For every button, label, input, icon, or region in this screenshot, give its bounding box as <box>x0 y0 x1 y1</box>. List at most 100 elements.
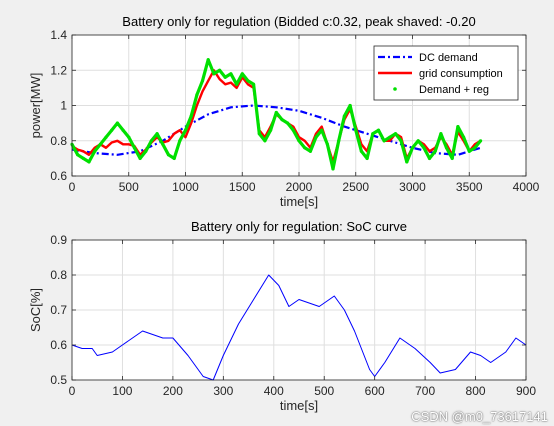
chart1-series-point <box>235 82 239 86</box>
chart1-series-point <box>121 128 125 132</box>
chart1-series-point <box>376 128 381 132</box>
chart1-series-point <box>325 142 329 146</box>
chart2-y-tick-label: 0.8 <box>50 268 67 282</box>
chart1-series-point <box>303 146 307 150</box>
chart1-series-point <box>348 103 352 108</box>
chart1-series-point <box>433 149 437 153</box>
chart1-legend-label: Demand + reg <box>419 84 489 96</box>
chart1-series-point <box>274 110 278 115</box>
chart1-title: Battery only for regulation (Bidded c:0.… <box>122 14 475 29</box>
chart1-series-point <box>399 139 403 143</box>
chart1-x-tick-label: 500 <box>119 180 139 194</box>
chart1-series-point <box>155 132 159 136</box>
chart1-series-point <box>331 167 335 171</box>
chart2-y-tick-label: 0.5 <box>50 373 67 387</box>
chart1-series-point <box>342 114 346 118</box>
chart1-series-point <box>405 160 409 164</box>
chart1-series-point <box>87 160 91 164</box>
chart2-series-line <box>71 274 527 381</box>
chart1-y-axis-label: power[MW] <box>28 73 43 139</box>
chart1-legend-label: grid consumption <box>419 68 503 80</box>
chart1-series-point <box>240 72 244 76</box>
chart1-series-point <box>172 156 176 160</box>
chart1-legend-label: DC demand <box>419 52 478 64</box>
chart1-series-point <box>308 149 312 153</box>
chart1-series-point <box>359 149 363 153</box>
chart2-x-tick-label: 900 <box>516 384 536 398</box>
chart2-x-tick-label: 600 <box>365 384 385 398</box>
watermark: CSDN @m0_73617141 <box>411 409 548 424</box>
chart1-series-point <box>297 139 301 143</box>
chart1-series-point <box>206 58 210 62</box>
chart1-series-point <box>200 79 205 83</box>
chart1-y-tick-label: 1 <box>60 99 67 113</box>
chart1-series-point <box>416 139 420 143</box>
chart1-series-point <box>166 153 171 157</box>
chart1-series-point <box>218 68 222 72</box>
chart1-series-point <box>178 139 182 143</box>
chart1-y-tick-label: 1.4 <box>50 28 67 42</box>
chart1-series-point <box>286 121 290 125</box>
chart1-series-point <box>456 125 460 129</box>
chart1-series-point <box>365 156 369 160</box>
chart1-series-point <box>195 93 199 97</box>
chart1-series-point <box>467 149 471 153</box>
chart1-series-point <box>427 156 432 160</box>
chart1-series-point <box>127 135 131 139</box>
chart1-series-point <box>337 139 341 143</box>
chart1-x-axis-label: time[s] <box>280 194 318 209</box>
chart1-series-point <box>115 121 119 125</box>
chart1-legend-marker <box>393 87 397 91</box>
chart2-y-tick-label: 0.6 <box>50 338 67 352</box>
chart2-y-tick-label: 0.7 <box>50 303 67 317</box>
chart2-y-axis-label: SoC[%] <box>28 288 43 332</box>
chart2-x-tick-label: 700 <box>415 384 435 398</box>
chart1-series-point <box>189 114 193 118</box>
chart1-series-point <box>144 149 148 153</box>
chart2-x-tick-label: 100 <box>112 384 132 398</box>
chart2-x-axis-label: time[s] <box>280 398 318 413</box>
chart1-series-point <box>81 156 85 160</box>
chart1-series-point <box>388 135 392 139</box>
chart1-series-point <box>280 118 284 122</box>
chart1-series-point <box>263 139 267 143</box>
chart1-series-point <box>382 139 386 143</box>
chart1-x-tick-label: 2500 <box>342 180 369 194</box>
chart1-series-point <box>93 149 97 153</box>
chart1-series-point <box>229 72 233 76</box>
chart1-series-point <box>439 132 443 136</box>
chart1-series-point <box>450 156 454 160</box>
chart1-series-point <box>393 132 398 136</box>
chart1-series-point <box>473 146 477 150</box>
chart1-series-point <box>98 142 102 146</box>
chart1-series-point <box>110 128 114 132</box>
chart1-y-tick-label: 0.8 <box>50 134 67 148</box>
chart1-series-point <box>314 135 318 139</box>
chart2-title: Battery only for regulation: SoC curve <box>191 219 407 234</box>
chart1-series-line <box>71 104 481 156</box>
chart1-series-point <box>257 132 261 136</box>
chart1-series-point <box>132 146 136 150</box>
chart1-y-tick-label: 0.6 <box>50 169 67 183</box>
chart1-series-point <box>371 132 375 136</box>
chart1-series-point <box>76 153 80 157</box>
chart1-series-point <box>462 135 466 139</box>
chart1-series-point <box>422 146 426 150</box>
chart1-series-point <box>246 79 250 83</box>
chart1-series-point <box>138 156 142 160</box>
chart1-series-point <box>252 82 256 86</box>
chart1-series-point <box>410 146 415 150</box>
chart1-series-point <box>269 128 273 132</box>
chart1-series-point <box>320 128 324 132</box>
chart2-x-tick-label: 800 <box>466 384 486 398</box>
chart1-series-point <box>291 128 295 132</box>
chart1-series-point <box>444 146 449 150</box>
chart1-series-point <box>223 75 227 79</box>
chart1-x-tick-label: 0 <box>69 180 76 194</box>
chart2-x-tick-label: 300 <box>213 384 233 398</box>
chart1-x-tick-label: 2000 <box>286 180 313 194</box>
chart1-x-tick-label: 4000 <box>513 180 540 194</box>
chart1-series-point <box>104 135 108 139</box>
chart1-x-tick-label: 1000 <box>172 180 199 194</box>
